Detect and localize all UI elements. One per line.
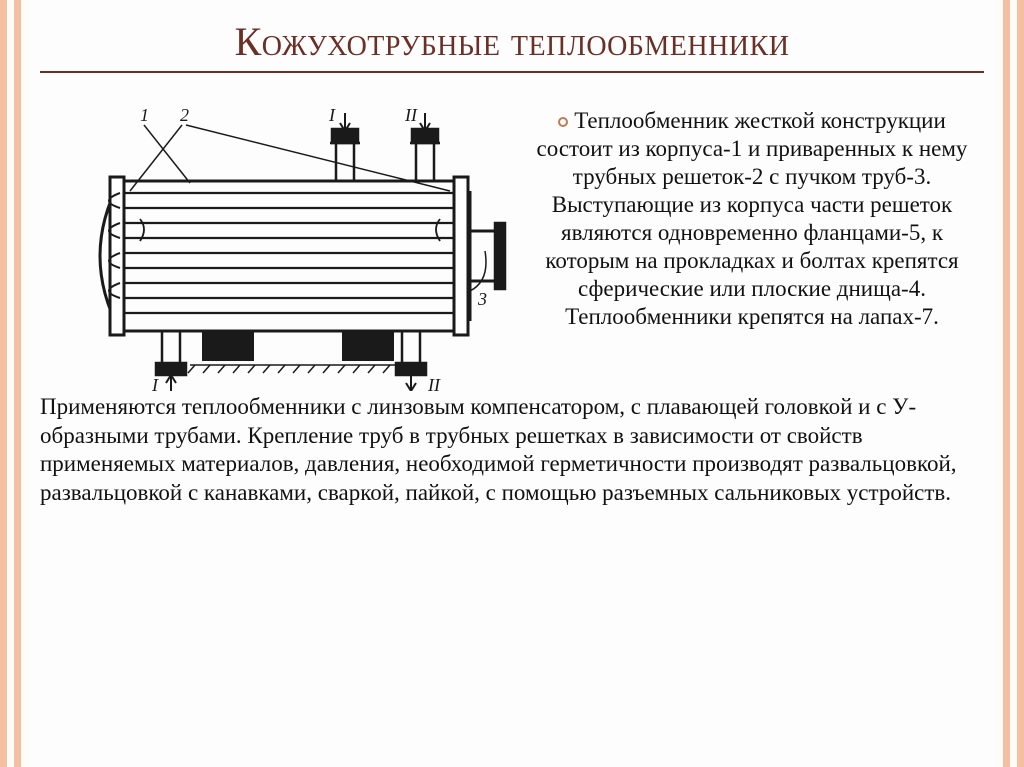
bullet-icon [558, 117, 568, 127]
slide-content: Кожухотрубные теплообменники I [40, 18, 984, 757]
svg-text:I: I [151, 375, 159, 391]
nozzle-top-II: II [404, 105, 440, 181]
upper-row: I II 1 2 [40, 91, 984, 391]
svg-text:II: II [427, 375, 441, 391]
svg-text:II: II [404, 105, 418, 125]
side-paragraph-text: Теплообменник жесткой конструкции состои… [537, 108, 968, 329]
nozzle-bottom-right: II [396, 331, 441, 391]
svg-text:I: I [328, 105, 336, 125]
nozzle-top-I: I [328, 105, 360, 181]
slide-title: Кожухотрубные теплообменники [40, 18, 984, 73]
bottom-paragraph: Применяются теплообменники с линзовым ко… [40, 393, 984, 507]
heat-exchanger-diagram: I II 1 2 [40, 91, 510, 391]
left-accent-stripe [0, 0, 28, 767]
nozzle-bottom-left: I [151, 331, 186, 391]
supports [202, 331, 394, 361]
svg-text:1: 1 [140, 105, 149, 125]
svg-text:2: 2 [180, 105, 189, 125]
tube-bundle [124, 193, 454, 313]
right-accent-stripe [996, 0, 1024, 767]
svg-text:3: 3 [477, 289, 487, 309]
side-paragraph: Теплообменник жесткой конструкции состои… [520, 91, 984, 331]
